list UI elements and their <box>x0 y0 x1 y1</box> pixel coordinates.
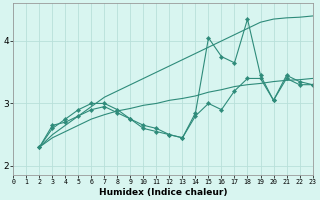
X-axis label: Humidex (Indice chaleur): Humidex (Indice chaleur) <box>99 188 227 197</box>
